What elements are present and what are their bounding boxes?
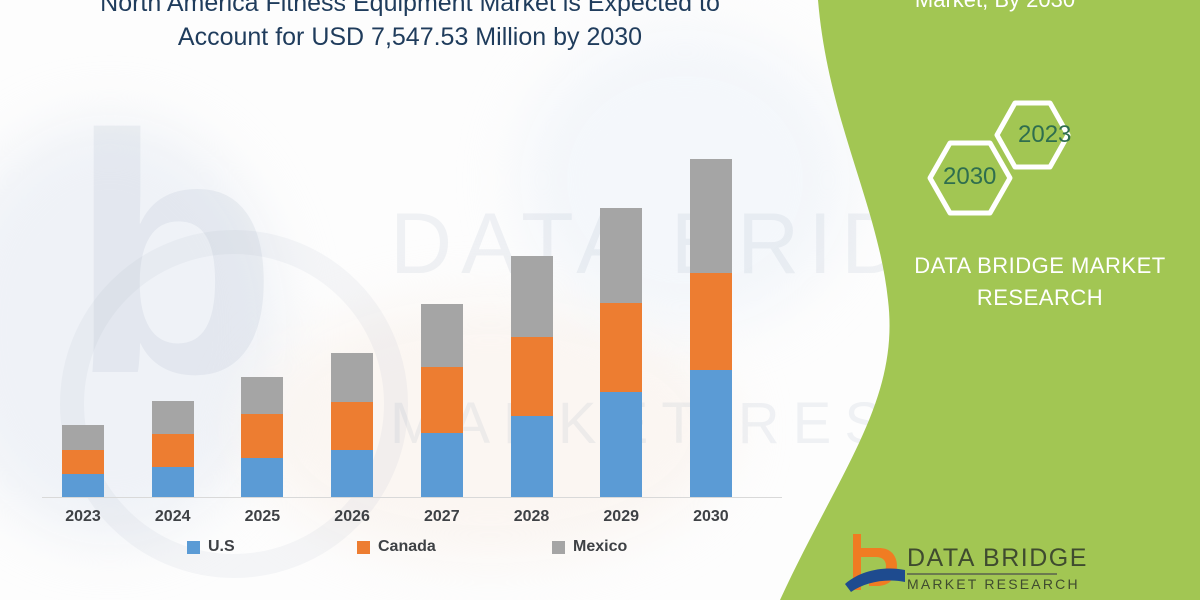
hexagon-2030-outline: [927, 140, 1013, 216]
bar-segment-us-2030: [689, 370, 732, 497]
hexagon-2023-label: 2023: [1018, 121, 1072, 148]
brand-name-line-1: DATA BRIDGE MARKET: [914, 253, 1166, 278]
bar-segment-mexico-2025: [241, 377, 284, 414]
bar-segment-mexico-2029: [600, 208, 643, 303]
logo-company-name: DATA BRIDGE: [907, 544, 1088, 572]
brand-panel-title: Market, By 2030: [790, 0, 1200, 16]
chart-title-line-1: North America Fitness Equipment Market i…: [100, 0, 720, 17]
hexagon-shapes: [927, 100, 1071, 216]
chart-title-line-2: Account for USD 7,547.53 Million by 2030: [177, 23, 643, 51]
brand-name-line-2: RESEARCH: [976, 285, 1104, 310]
x-axis-label-2030: 2030: [693, 508, 729, 525]
chart-title: North America Fitness Equipment Market i…: [80, 0, 740, 54]
bar-segment-us-2025: [241, 458, 284, 497]
bar-2023: [62, 425, 104, 497]
bar-segment-mexico-2024: [151, 401, 194, 434]
bar-2027: [420, 304, 463, 497]
bar-segment-us-2026: [331, 450, 374, 497]
bar-segment-canada-2028: [510, 337, 553, 416]
legend-swatch-mexico: [552, 540, 565, 554]
hexagon-2023-outline: [994, 100, 1071, 170]
x-axis-label-2029: 2029: [603, 508, 639, 525]
bar-2030: [689, 159, 732, 497]
bar-segment-mexico-2030: [689, 159, 732, 273]
bar-segment-mexico-2027: [420, 304, 463, 367]
brand-name: DATA BRIDGE MARKET RESEARCH: [880, 250, 1200, 314]
brand-panel-title-line-1: Market, By 2030: [790, 0, 1200, 16]
x-axis-label-2025: 2025: [244, 508, 281, 525]
legend-label-mexico: Mexico: [573, 538, 628, 555]
bar-segment-us-2028: [510, 416, 553, 497]
x-axis-label-2027: 2027: [424, 508, 460, 525]
logo-mark-icon: [845, 534, 905, 592]
x-axis-label-2026: 2026: [334, 508, 370, 525]
company-logo: DATA BRIDGE MARKET RESEARCH: [845, 530, 1185, 600]
bar-segment-mexico-2028: [510, 256, 553, 337]
x-axis-label-2028: 2028: [513, 508, 550, 525]
bar-segment-canada-2026: [331, 402, 374, 450]
bar-segment-us-2023: [62, 474, 104, 497]
logo-divider: [907, 573, 1057, 575]
x-axis-label-2023: 2023: [65, 508, 101, 525]
bar-segment-canada-2023: [62, 450, 104, 474]
legend-swatch-us: [187, 540, 200, 554]
bar-segment-canada-2029: [600, 303, 643, 392]
bar-2028: [510, 256, 553, 497]
bar-segment-canada-2025: [241, 414, 284, 458]
bar-2029: [600, 208, 643, 497]
bar-segment-mexico-2026: [331, 353, 374, 402]
legend-label-canada: Canada: [378, 538, 436, 555]
x-axis-labels: 2023 2024 2025 2026 2027 2028 2029 2030: [0, 508, 800, 538]
legend-swatch-canada: [357, 540, 370, 554]
x-axis-label-2024: 2024: [154, 508, 191, 525]
bar-segment-mexico-2023: [62, 425, 104, 450]
brand-panel: [770, 0, 1200, 600]
bar-segment-us-2029: [600, 392, 643, 497]
hexagon-2030-label: 2030: [943, 163, 997, 190]
bar-2024: [151, 401, 194, 497]
bar-2025: [241, 377, 284, 497]
legend-item-mexico[interactable]: Mexico: [552, 538, 627, 556]
bar-2026: [331, 353, 374, 497]
hexagon-group: 2023 2030: [920, 95, 1120, 225]
legend-item-canada[interactable]: Canada: [357, 538, 436, 556]
bar-segment-canada-2030: [689, 273, 732, 370]
brand-panel-shape: [780, 0, 1200, 600]
bar-segment-us-2027: [420, 433, 463, 497]
bar-segment-canada-2024: [151, 434, 194, 467]
legend-item-us[interactable]: U.S: [187, 538, 235, 556]
bar-segment-us-2024: [151, 467, 194, 497]
bar-segment-canada-2027: [420, 367, 463, 433]
logo-company-tagline: MARKET RESEARCH: [907, 576, 1080, 592]
x-axis-line: [42, 497, 782, 498]
legend-label-us: U.S: [208, 538, 235, 555]
chart-legend: U.S Canada Mexico: [42, 538, 762, 566]
stacked-bar-chart: 2023 2024 2025 2026 2027 2028 2029 2030: [0, 159, 800, 538]
